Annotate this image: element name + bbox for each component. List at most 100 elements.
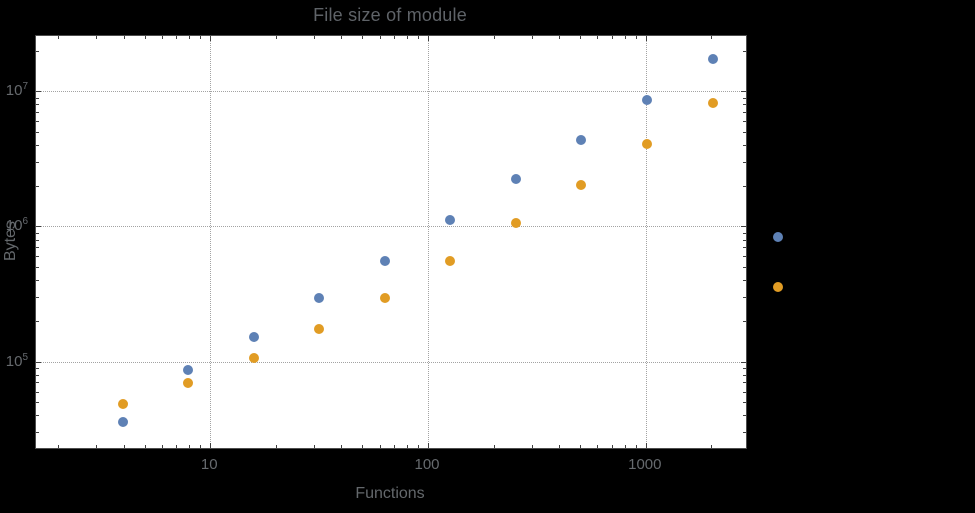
y-axis-tick [743, 50, 746, 52]
y-axis-tick [743, 232, 746, 234]
x-axis-tick [161, 445, 163, 448]
data-point-series-2-orange [773, 282, 784, 293]
y-axis-tick [743, 145, 746, 147]
data-point-series-2-orange [248, 352, 259, 363]
x-axis-tick [200, 36, 202, 39]
x-axis-tick [58, 445, 59, 448]
data-point-series-1-blue [510, 174, 521, 185]
x-axis-tick [58, 36, 59, 39]
x-axis-tick [341, 36, 343, 39]
y-axis-tick [743, 247, 746, 249]
data-point-series-1-blue [642, 94, 653, 105]
x-axis-tick [531, 36, 533, 39]
y-gridline [36, 91, 746, 93]
x-axis-tick [161, 36, 163, 39]
x-axis-tick [428, 443, 430, 448]
x-axis-tick [210, 36, 212, 41]
x-axis-tick [275, 36, 277, 39]
x-axis-tick [379, 36, 381, 39]
y-axis-tick [741, 226, 746, 228]
y-axis-tick [36, 402, 39, 404]
y-axis-tick [743, 391, 746, 393]
x-gridline [210, 36, 212, 448]
data-point-series-2-orange [510, 217, 521, 228]
x-axis-tick [612, 36, 614, 39]
y-axis-tick [743, 432, 746, 434]
x-gridline [428, 36, 430, 448]
y-axis-tick [36, 145, 39, 147]
x-axis-tick [635, 445, 637, 448]
x-tick-label: 1000 [628, 456, 662, 473]
x-axis-tick [645, 443, 647, 448]
y-axis-tick [36, 361, 41, 363]
x-axis-tick [362, 445, 364, 448]
y-axis-tick [743, 267, 746, 269]
y-axis-tick [36, 50, 39, 52]
x-axis-tick [493, 445, 495, 448]
x-axis-tick [362, 36, 364, 39]
y-axis-tick [741, 91, 746, 93]
y-axis-tick [36, 415, 39, 417]
data-point-series-1-blue [314, 293, 325, 304]
data-point-series-2-orange [642, 139, 653, 150]
data-point-series-1-blue [773, 232, 784, 243]
x-axis-tick [624, 36, 626, 39]
y-axis-tick [743, 280, 746, 282]
x-axis-tick [559, 445, 561, 448]
x-axis-tick [559, 36, 561, 39]
y-axis-tick [743, 97, 746, 99]
x-axis-tick [341, 445, 343, 448]
y-axis-tick [36, 104, 39, 106]
chart-title: File size of module [313, 5, 467, 25]
x-axis-tick [418, 36, 420, 39]
data-point-series-2-orange [379, 293, 390, 304]
x-axis-tick [428, 36, 430, 41]
y-axis-tick [36, 185, 39, 187]
x-axis-tick [176, 36, 178, 39]
x-axis-tick [493, 36, 495, 39]
data-point-series-2-orange [576, 179, 587, 190]
data-point-series-1-blue [183, 365, 194, 376]
y-axis-tick [36, 239, 39, 241]
y-gridline [36, 226, 746, 228]
x-axis-tick [406, 36, 408, 39]
x-axis-tick [711, 445, 713, 448]
x-axis-tick [96, 445, 98, 448]
y-axis-tick [741, 361, 746, 363]
y-gridline [36, 361, 746, 363]
y-axis-tick [36, 256, 39, 258]
y-axis-tick [743, 297, 746, 299]
x-axis-tick [314, 445, 316, 448]
y-axis-tick [36, 132, 39, 134]
y-axis-tick [36, 247, 39, 249]
x-axis-tick [200, 445, 202, 448]
x-axis-tick [379, 445, 381, 448]
y-axis-tick [36, 391, 39, 393]
y-tick-label: 105 [5, 351, 28, 370]
data-point-series-2-orange [707, 98, 718, 109]
plot-area [35, 35, 747, 449]
x-axis-tick [314, 36, 316, 39]
y-axis-tick [36, 280, 39, 282]
y-tick-label: 107 [5, 81, 28, 100]
y-axis-tick [743, 415, 746, 417]
y-axis-tick [36, 162, 39, 163]
y-axis-tick [36, 121, 39, 123]
y-axis-tick [743, 239, 746, 241]
y-axis-tick [36, 267, 39, 269]
x-axis-tick [394, 36, 396, 39]
y-axis-tick [743, 374, 746, 376]
y-axis-tick [36, 91, 41, 93]
y-axis-tick [36, 374, 39, 376]
y-axis-tick [36, 320, 39, 322]
x-axis-tick [394, 445, 396, 448]
x-axis-tick [210, 443, 212, 448]
y-axis-tick [743, 402, 746, 404]
x-axis-tick [144, 36, 146, 39]
y-axis-tick [36, 367, 39, 369]
x-axis-tick [580, 36, 582, 39]
x-tick-label: 100 [414, 456, 440, 473]
y-axis-tick [743, 104, 746, 106]
y-axis-tick [36, 297, 39, 299]
